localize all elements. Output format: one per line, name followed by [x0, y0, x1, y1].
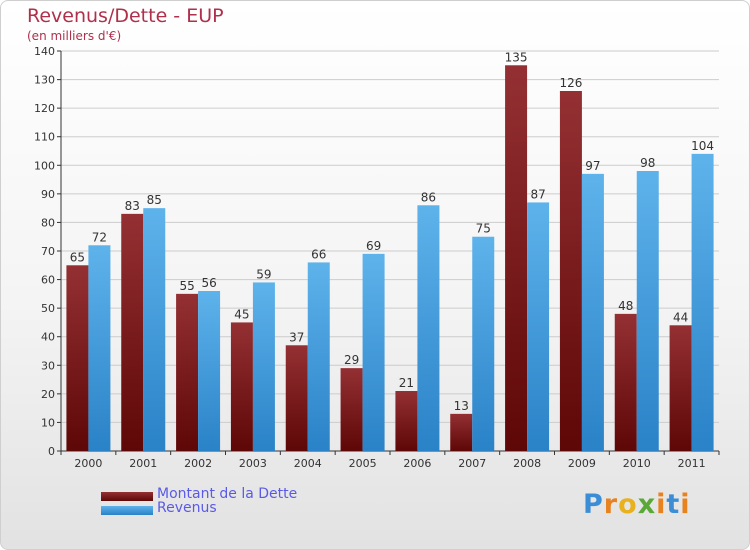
data-label-revenus-2007: 75 [476, 222, 491, 236]
logo-letter: r [603, 489, 619, 520]
bar-dette-2008 [505, 65, 528, 452]
data-label-revenus-2002: 56 [201, 276, 216, 290]
y-tick-label: 100 [34, 159, 55, 172]
x-tick-label-2004: 2004 [294, 457, 322, 470]
data-label-revenus-2010: 98 [640, 156, 655, 170]
bar-revenus-2004 [307, 262, 330, 451]
logo-letter: P [583, 489, 604, 520]
data-label-dette-2000: 65 [70, 250, 85, 264]
logo-letter: x [637, 489, 657, 520]
legend-label-revenus: Revenus [157, 500, 217, 516]
data-label-revenus-2008: 87 [530, 187, 545, 201]
bar-revenus-2001 [143, 208, 166, 451]
bar-dette-2007 [450, 413, 473, 451]
data-label-dette-2008: 135 [505, 50, 528, 64]
bar-revenus-2008 [527, 202, 550, 451]
data-label-revenus-2003: 59 [256, 267, 271, 281]
bar-revenus-2000 [88, 245, 111, 451]
logo-letter: t [666, 489, 681, 520]
y-tick-label: 50 [41, 302, 55, 315]
y-tick-label: 20 [41, 388, 55, 401]
data-label-revenus-2009: 97 [585, 159, 600, 173]
legend-swatch-dette [101, 492, 153, 501]
y-tick-label: 110 [34, 131, 55, 144]
bar-revenus-2010 [636, 171, 659, 451]
x-tick-label-2010: 2010 [623, 457, 651, 470]
bar-dette-2003 [230, 322, 253, 451]
data-label-dette-2011: 44 [673, 310, 688, 324]
y-tick-label: 0 [48, 445, 55, 458]
bars [66, 65, 714, 452]
logo-letter: i [656, 489, 667, 520]
data-label-dette-2007: 13 [454, 399, 469, 413]
logo-letter: o [618, 489, 638, 520]
bar-dette-2001 [121, 213, 144, 451]
data-label-dette-2004: 37 [289, 330, 304, 344]
y-tick-label: 130 [34, 74, 55, 87]
data-label-revenus-2005: 69 [366, 239, 381, 253]
data-label-dette-2002: 55 [179, 279, 194, 293]
y-tick-label: 60 [41, 274, 55, 287]
data-label-revenus-2001: 85 [147, 193, 162, 207]
bar-revenus-2002 [198, 291, 221, 451]
data-label-revenus-2004: 66 [311, 247, 326, 261]
data-label-dette-2009: 126 [559, 76, 582, 90]
data-labels: 65 72 83 85 55 56 45 59 37 66 29 69 21 86 13 75 135 87 126… [70, 50, 714, 413]
data-label-dette-2001: 83 [125, 199, 140, 213]
x-tick-label-2011: 2011 [678, 457, 706, 470]
y-tick-label: 140 [34, 45, 55, 58]
legend-label-dette: Montant de la Dette [157, 486, 298, 502]
bar-dette-2010 [614, 313, 637, 451]
legend-swatch-revenus [101, 506, 153, 515]
bar-dette-2000 [66, 265, 89, 451]
data-label-revenus-2006: 86 [421, 190, 436, 204]
bar-dette-2004 [285, 345, 308, 451]
bar-dette-2002 [176, 293, 199, 451]
x-tick-label-2000: 2000 [74, 457, 102, 470]
x-tick-label-2007: 2007 [458, 457, 486, 470]
data-label-revenus-2011: 104 [691, 139, 714, 153]
x-tick-label-2003: 2003 [239, 457, 267, 470]
x-tick-label-2008: 2008 [513, 457, 541, 470]
bar-revenus-2009 [581, 173, 604, 451]
grid-lines [61, 50, 719, 452]
bar-dette-2011 [669, 325, 692, 451]
logo-letter: i [680, 489, 691, 520]
bar-dette-2005 [340, 368, 363, 451]
data-label-dette-2005: 29 [344, 353, 359, 367]
x-tick-label-2001: 2001 [129, 457, 157, 470]
y-tick-label: 120 [34, 102, 55, 115]
y-tick-label: 70 [41, 245, 55, 258]
chart-title: Revenus/Dette - EUP [27, 5, 224, 27]
x-tick-label-2002: 2002 [184, 457, 212, 470]
x-tick-label-2009: 2009 [568, 457, 596, 470]
y-tick-label: 90 [41, 188, 55, 201]
x-tick-label-2005: 2005 [349, 457, 377, 470]
proxiti-logo: Proxiti [583, 489, 691, 520]
y-tick-label: 30 [41, 359, 55, 372]
chart-subtitle: (en milliers d'€) [27, 29, 122, 43]
data-label-revenus-2000: 72 [92, 230, 107, 244]
bar-revenus-2007 [472, 236, 495, 451]
data-label-dette-2003: 45 [234, 307, 249, 321]
bar-revenus-2011 [691, 153, 714, 451]
x-tick-label-2006: 2006 [403, 457, 431, 470]
data-label-dette-2010: 48 [618, 299, 633, 313]
y-tick-label: 80 [41, 216, 55, 229]
bar-revenus-2006 [417, 205, 440, 451]
axes: 0 10 20 30 40 50 60 70 80 90 100 110 120 130 140 2000 20… [34, 45, 720, 470]
bar-revenus-2003 [252, 282, 275, 451]
data-label-dette-2006: 21 [399, 376, 414, 390]
bar-revenus-2005 [362, 253, 385, 451]
y-tick-label: 40 [41, 331, 55, 344]
y-tick-label: 10 [41, 416, 55, 429]
bar-dette-2006 [395, 391, 418, 451]
bar-dette-2009 [559, 91, 582, 451]
